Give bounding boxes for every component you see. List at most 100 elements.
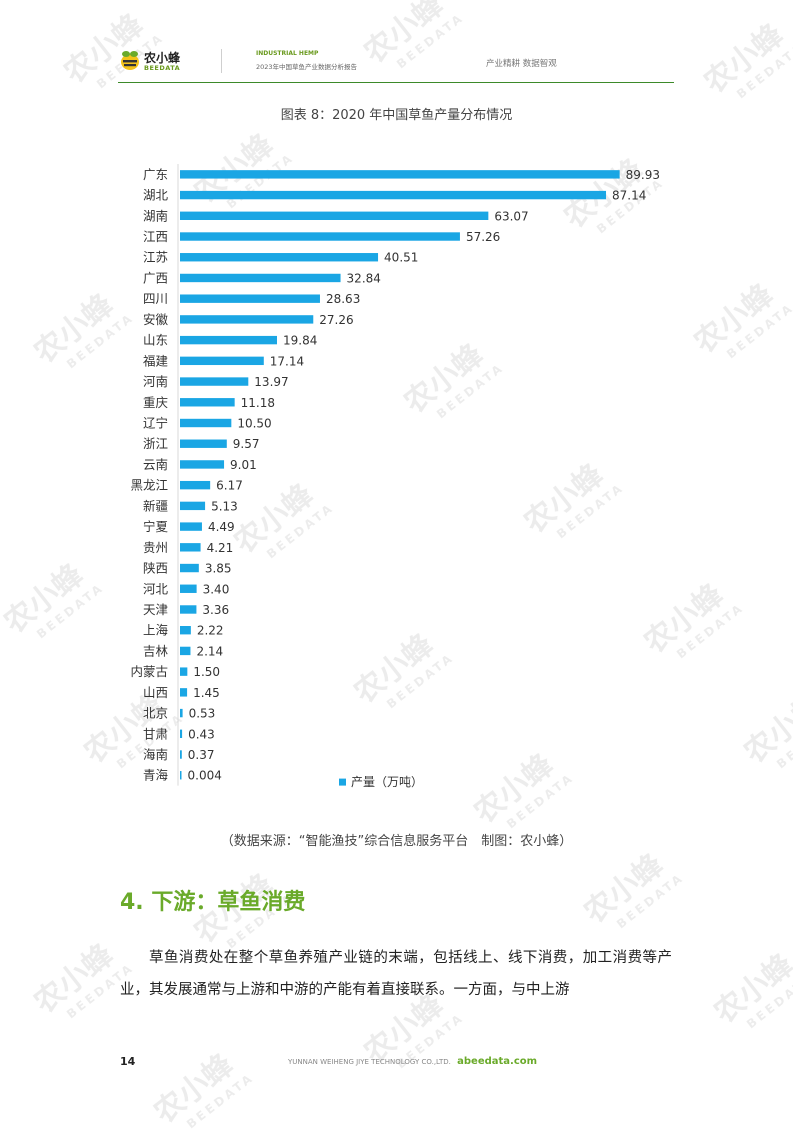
data-label: 4.21 bbox=[207, 541, 234, 555]
data-label: 9.57 bbox=[233, 437, 260, 451]
bar bbox=[180, 294, 320, 303]
data-label: 3.36 bbox=[202, 603, 229, 617]
header-rule bbox=[118, 82, 674, 83]
report-title: 2023年中国草鱼产业数据分析报告 bbox=[256, 63, 358, 71]
data-label: 5.13 bbox=[211, 499, 238, 513]
data-label: 2.22 bbox=[197, 624, 224, 638]
category-label: 江苏 bbox=[143, 250, 168, 265]
bar bbox=[180, 667, 188, 676]
category-label: 河南 bbox=[143, 374, 168, 389]
category-label: 湖北 bbox=[143, 188, 169, 203]
category-label: 广东 bbox=[143, 167, 168, 182]
data-label: 32.84 bbox=[347, 271, 381, 285]
chart-title: 图表 8：2020 年中国草鱼产量分布情况 bbox=[280, 108, 513, 123]
section-heading: 4. 下游：草鱼消费 bbox=[120, 890, 306, 915]
bar bbox=[180, 708, 183, 718]
footer-website: abeedata.com bbox=[457, 1056, 538, 1067]
bar bbox=[180, 646, 191, 656]
bar bbox=[180, 688, 188, 697]
bar bbox=[180, 563, 199, 573]
bar bbox=[180, 543, 201, 552]
data-label: 19.84 bbox=[283, 334, 317, 348]
data-label: 2.14 bbox=[196, 644, 223, 658]
data-label: 89.93 bbox=[626, 168, 660, 182]
bar bbox=[180, 253, 379, 262]
page-header: 农小蜂 BEEDATA INDUSTRIAL HEMP 2023年中国草鱼产业数… bbox=[118, 44, 674, 84]
category-label: 河北 bbox=[143, 581, 169, 596]
logo-subtext: BEEDATA bbox=[144, 64, 181, 72]
data-label: 4.49 bbox=[208, 520, 235, 534]
bar bbox=[180, 522, 202, 531]
bar bbox=[180, 315, 314, 324]
bar bbox=[180, 335, 277, 345]
footer-company: YUNNAN WEIHENG JIYE TECHNOLOGY CO.,LTD. bbox=[288, 1058, 451, 1066]
data-label: 40.51 bbox=[384, 251, 418, 265]
header-divider bbox=[221, 49, 222, 73]
report-series-label: INDUSTRIAL HEMP bbox=[256, 50, 319, 57]
legend-swatch bbox=[339, 778, 346, 786]
category-label: 宁夏 bbox=[143, 519, 169, 534]
category-label: 重庆 bbox=[143, 395, 169, 410]
category-label: 湖南 bbox=[143, 208, 168, 223]
data-label: 87.14 bbox=[612, 189, 646, 203]
data-label: 9.01 bbox=[230, 458, 257, 472]
data-label: 6.17 bbox=[216, 479, 243, 493]
category-label: 安徽 bbox=[143, 312, 169, 327]
data-label: 17.14 bbox=[270, 354, 304, 368]
category-label: 黑龙江 bbox=[130, 478, 168, 493]
bar bbox=[180, 480, 211, 490]
category-label: 海南 bbox=[143, 747, 168, 762]
data-label: 1.45 bbox=[193, 686, 220, 700]
data-label: 3.85 bbox=[205, 562, 232, 576]
category-label: 四川 bbox=[143, 291, 168, 306]
data-label: 57.26 bbox=[466, 230, 500, 244]
category-label: 广西 bbox=[143, 270, 168, 285]
data-label: 13.97 bbox=[254, 375, 288, 389]
bar bbox=[180, 190, 607, 200]
bar bbox=[180, 439, 227, 448]
category-label: 青海 bbox=[143, 768, 169, 783]
data-label: 10.50 bbox=[237, 417, 271, 431]
data-label: 3.40 bbox=[203, 582, 230, 596]
data-label: 28.63 bbox=[326, 292, 360, 306]
bar bbox=[180, 377, 249, 386]
bar bbox=[180, 626, 191, 635]
bar bbox=[180, 460, 225, 469]
bar-chart: 广东 89.93 湖北 87.14 湖南 63.07 江西 57.26 江苏 40.51 广西 32.… bbox=[130, 164, 660, 789]
bar bbox=[180, 211, 489, 220]
chart-source-note: （数据来源：“智能渔技”综合信息服务平台 制图：农小蜂） bbox=[220, 834, 573, 849]
bar bbox=[180, 273, 341, 283]
data-label: 0.43 bbox=[188, 727, 215, 741]
bar bbox=[180, 232, 460, 241]
category-label: 陕西 bbox=[143, 561, 168, 576]
category-label: 北京 bbox=[143, 706, 168, 721]
category-label: 天津 bbox=[143, 602, 168, 617]
data-label: 0.53 bbox=[189, 707, 216, 721]
page-footer: YUNNAN WEIHENG JIYE TECHNOLOGY CO.,LTD. … bbox=[288, 1056, 537, 1067]
category-label: 内蒙古 bbox=[130, 664, 168, 679]
data-label: 27.26 bbox=[319, 313, 353, 327]
header-slogan: 产业精耕 数据智观 bbox=[486, 59, 557, 69]
bar bbox=[180, 729, 183, 738]
bar bbox=[180, 356, 264, 366]
category-label: 甘肃 bbox=[143, 726, 168, 741]
bee-logo-icon bbox=[121, 51, 139, 70]
category-label: 上海 bbox=[143, 623, 169, 638]
category-label: 新疆 bbox=[143, 498, 168, 513]
category-label: 贵州 bbox=[143, 540, 168, 555]
category-label: 吉林 bbox=[143, 643, 169, 658]
data-label: 0.004 bbox=[188, 769, 222, 783]
page-number: 14 bbox=[120, 1055, 136, 1068]
category-label: 山西 bbox=[143, 685, 168, 700]
data-label: 0.37 bbox=[188, 748, 215, 762]
bar bbox=[180, 418, 232, 428]
bar bbox=[180, 771, 182, 780]
data-label: 1.50 bbox=[193, 665, 220, 679]
category-label: 山东 bbox=[143, 333, 168, 348]
data-label: 63.07 bbox=[494, 209, 528, 223]
legend-label: 产量（万吨） bbox=[351, 775, 423, 789]
category-label: 江西 bbox=[143, 229, 168, 244]
